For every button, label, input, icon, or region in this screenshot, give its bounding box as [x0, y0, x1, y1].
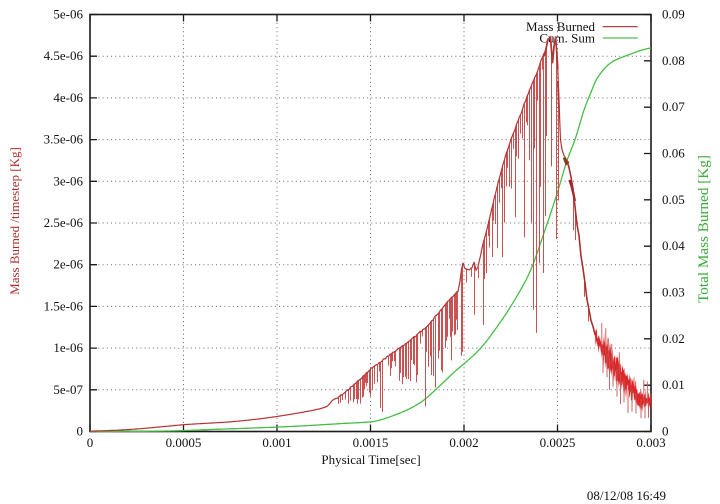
svg-text:Cum. Sum: Cum. Sum — [539, 31, 595, 46]
svg-text:0.04: 0.04 — [662, 238, 685, 253]
svg-text:4.5e-06: 4.5e-06 — [44, 48, 84, 63]
svg-text:08/12/08 16:49: 08/12/08 16:49 — [587, 488, 666, 503]
svg-text:2.5e-06: 2.5e-06 — [44, 215, 84, 230]
svg-text:5e-06: 5e-06 — [53, 7, 83, 22]
svg-text:0: 0 — [77, 424, 84, 439]
svg-text:Physical Time[sec]: Physical Time[sec] — [321, 452, 420, 467]
svg-text:0.09: 0.09 — [662, 7, 685, 22]
svg-text:0.0005: 0.0005 — [166, 435, 202, 450]
svg-text:2e-06: 2e-06 — [53, 257, 83, 272]
svg-text:1.5e-06: 1.5e-06 — [44, 298, 84, 313]
svg-text:0.002: 0.002 — [449, 435, 478, 450]
svg-text:1e-06: 1e-06 — [53, 340, 83, 355]
svg-text:0.0025: 0.0025 — [540, 435, 576, 450]
svg-text:Total Mass Burned [Kg]: Total Mass Burned [Kg] — [695, 155, 712, 303]
svg-text:0: 0 — [662, 424, 669, 439]
svg-text:4e-06: 4e-06 — [53, 90, 83, 105]
svg-text:3e-06: 3e-06 — [53, 173, 83, 188]
svg-text:Mass Burned /timestep [Kg]: Mass Burned /timestep [Kg] — [7, 147, 22, 295]
svg-text:0.01: 0.01 — [662, 377, 685, 392]
svg-text:0.03: 0.03 — [662, 285, 685, 300]
svg-text:0.06: 0.06 — [662, 146, 685, 161]
svg-text:5e-07: 5e-07 — [53, 382, 83, 397]
svg-text:0.07: 0.07 — [662, 99, 685, 114]
svg-text:0.003: 0.003 — [636, 435, 665, 450]
svg-text:0.001: 0.001 — [262, 435, 291, 450]
svg-text:Mass Burned: Mass Burned — [526, 19, 595, 34]
svg-text:3.5e-06: 3.5e-06 — [44, 132, 84, 147]
svg-text:0.08: 0.08 — [662, 53, 685, 68]
svg-text:0.05: 0.05 — [662, 192, 685, 207]
svg-text:0.0015: 0.0015 — [353, 435, 389, 450]
svg-text:0.02: 0.02 — [662, 331, 685, 346]
svg-text:0: 0 — [87, 435, 94, 450]
